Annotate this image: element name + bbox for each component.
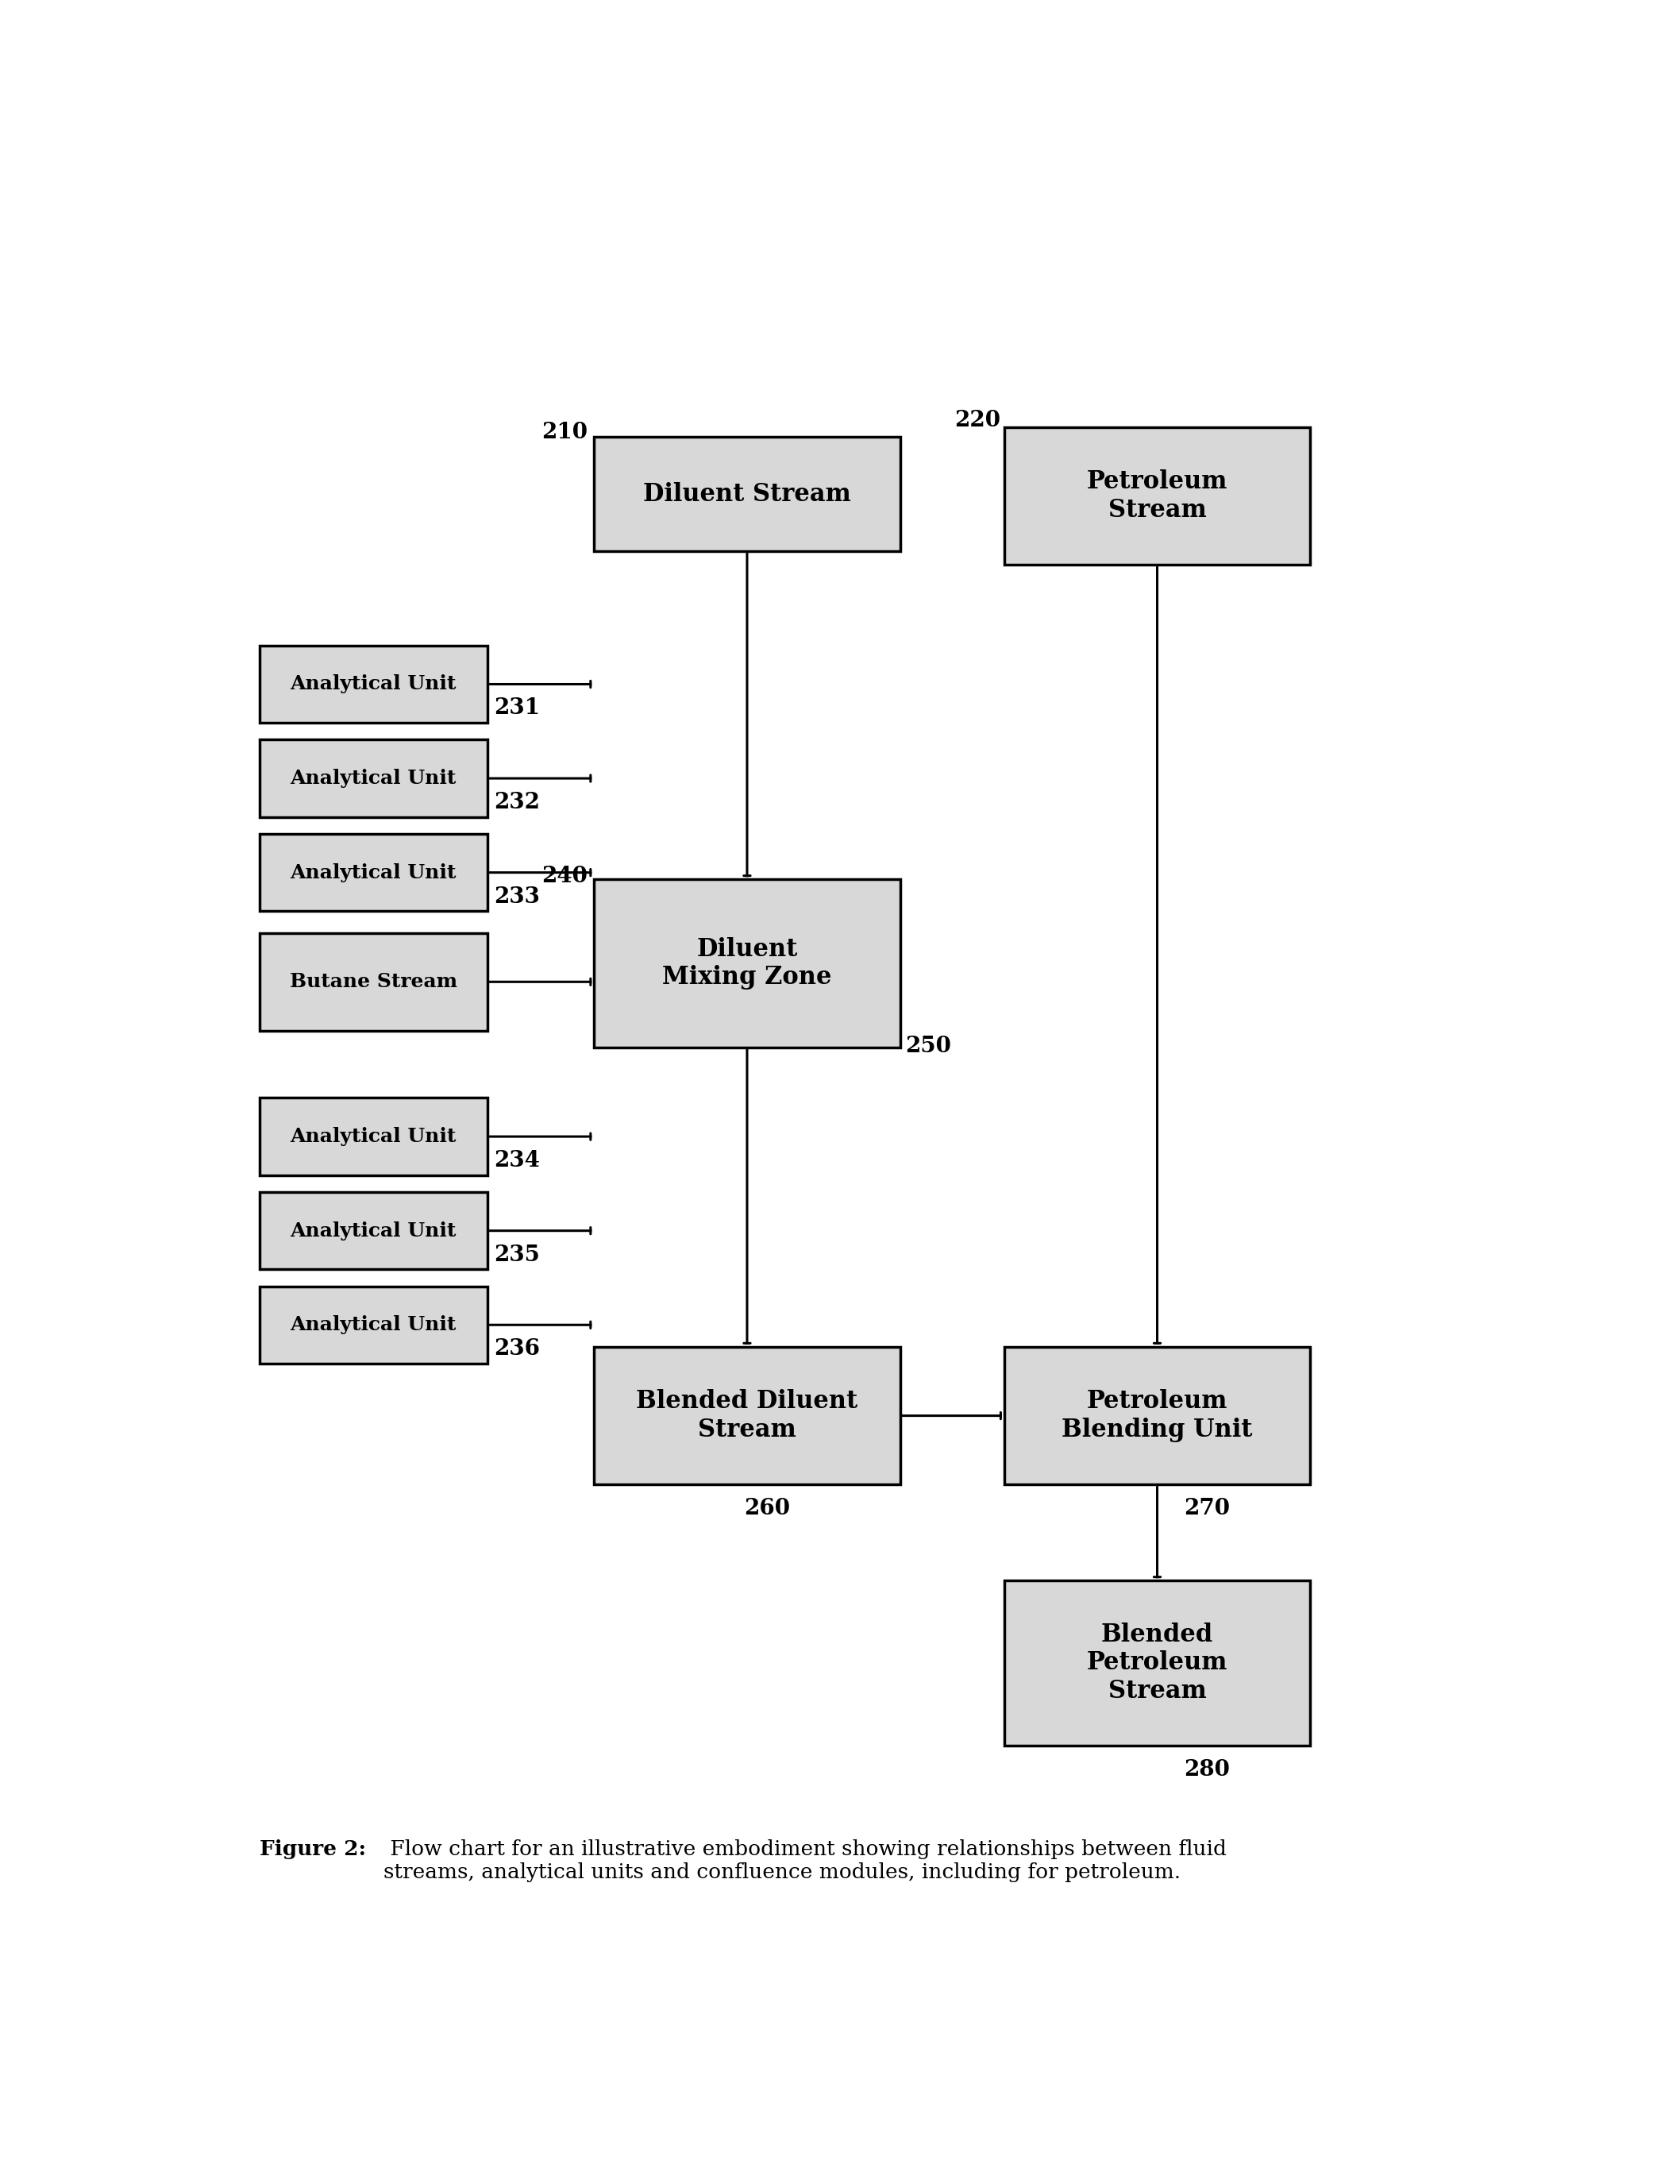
Text: Flow chart for an illustrative embodiment showing relationships between fluid
st: Flow chart for an illustrative embodimen…	[383, 1839, 1226, 1883]
Text: Blended
Petroleum
Stream: Blended Petroleum Stream	[1087, 1623, 1228, 1704]
Text: Analytical Unit: Analytical Unit	[291, 863, 457, 882]
Text: 280: 280	[1184, 1758, 1230, 1780]
Text: Petroleum
Stream: Petroleum Stream	[1087, 470, 1228, 522]
Text: Figure 2:: Figure 2:	[259, 1839, 366, 1859]
FancyBboxPatch shape	[259, 933, 487, 1031]
FancyBboxPatch shape	[259, 740, 487, 817]
Text: Analytical Unit: Analytical Unit	[291, 1127, 457, 1147]
Text: Butane Stream: Butane Stream	[289, 972, 457, 992]
FancyBboxPatch shape	[1005, 1348, 1310, 1485]
FancyBboxPatch shape	[259, 646, 487, 723]
Text: 234: 234	[494, 1151, 539, 1171]
Text: Analytical Unit: Analytical Unit	[291, 1315, 457, 1334]
Text: Analytical Unit: Analytical Unit	[291, 769, 457, 788]
Text: 235: 235	[494, 1245, 539, 1265]
FancyBboxPatch shape	[595, 1348, 900, 1485]
FancyBboxPatch shape	[259, 834, 487, 911]
FancyBboxPatch shape	[259, 1192, 487, 1269]
FancyBboxPatch shape	[259, 1099, 487, 1175]
Text: 220: 220	[954, 411, 1000, 432]
Text: 270: 270	[1184, 1498, 1230, 1520]
FancyBboxPatch shape	[1005, 426, 1310, 566]
Text: 240: 240	[541, 865, 588, 887]
Text: 232: 232	[494, 793, 539, 812]
Text: 250: 250	[906, 1035, 951, 1057]
Text: 231: 231	[494, 697, 539, 719]
FancyBboxPatch shape	[595, 880, 900, 1048]
FancyBboxPatch shape	[595, 437, 900, 550]
Text: Blended Diluent
Stream: Blended Diluent Stream	[637, 1389, 858, 1441]
FancyBboxPatch shape	[259, 1286, 487, 1363]
Text: Diluent
Mixing Zone: Diluent Mixing Zone	[662, 937, 832, 989]
Text: 210: 210	[541, 422, 588, 443]
Text: 260: 260	[744, 1498, 790, 1520]
Text: Analytical Unit: Analytical Unit	[291, 675, 457, 695]
Text: 233: 233	[494, 887, 539, 906]
Text: Petroleum
Blending Unit: Petroleum Blending Unit	[1062, 1389, 1253, 1441]
Text: Diluent Stream: Diluent Stream	[643, 483, 852, 507]
Text: Analytical Unit: Analytical Unit	[291, 1221, 457, 1241]
Text: 236: 236	[494, 1339, 539, 1361]
FancyBboxPatch shape	[1005, 1581, 1310, 1745]
